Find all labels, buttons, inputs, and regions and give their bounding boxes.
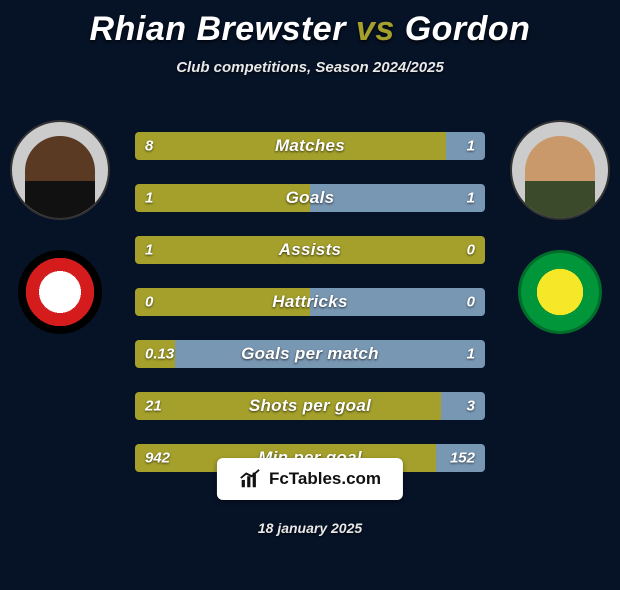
stats-bars: 8 1 Matches 1 1 Goals 1 0 Assists 0 0 Hattricks 0.13… [135, 132, 485, 472]
player2-silhouette [525, 136, 595, 218]
comparison-title: Rhian Brewster vs Gordon [0, 10, 620, 49]
stat-bar-right [446, 132, 485, 160]
footer-date: 18 january 2025 [258, 520, 362, 536]
stat-value-left: 1 [145, 190, 153, 207]
stat-row: 1 1 Goals [135, 184, 485, 212]
player1-crest [18, 250, 102, 334]
player1-silhouette [25, 136, 95, 218]
stat-value-right: 1 [467, 138, 475, 155]
chart-icon [239, 468, 261, 490]
title-player1: Rhian Brewster [90, 10, 346, 48]
stat-value-left: 8 [145, 138, 153, 155]
stat-value-right: 1 [467, 346, 475, 363]
footer-brand-text: FcTables.com [269, 469, 381, 489]
main-columns: 8 1 Matches 1 1 Goals 1 0 Assists 0 0 Hattricks 0.13… [0, 120, 620, 472]
stat-label: Goals [286, 188, 335, 208]
stat-value-right: 0 [467, 294, 475, 311]
stat-label: Goals per match [241, 344, 379, 364]
footer-brand-badge: FcTables.com [217, 458, 403, 500]
left-column [10, 120, 110, 334]
stat-label: Matches [275, 136, 345, 156]
stat-value-left: 1 [145, 242, 153, 259]
stat-row: 21 3 Shots per goal [135, 392, 485, 420]
stat-bar-right [310, 184, 485, 212]
stat-label: Shots per goal [249, 396, 371, 416]
stat-value-right: 0 [467, 242, 475, 259]
stat-value-right: 3 [467, 398, 475, 415]
right-column [510, 120, 610, 334]
stat-value-left: 942 [145, 450, 170, 467]
stat-value-left: 21 [145, 398, 162, 415]
player2-crest [518, 250, 602, 334]
stat-bar-left [135, 184, 310, 212]
stat-value-left: 0.13 [145, 346, 174, 363]
stat-row: 8 1 Matches [135, 132, 485, 160]
player1-avatar [10, 120, 110, 220]
stat-label: Hattricks [272, 292, 347, 312]
stat-value-right: 152 [450, 450, 475, 467]
stat-label: Assists [279, 240, 342, 260]
title-vs: vs [356, 10, 395, 48]
player2-avatar [510, 120, 610, 220]
stat-row: 1 0 Assists [135, 236, 485, 264]
stat-row: 0 0 Hattricks [135, 288, 485, 316]
stat-bar-right [441, 392, 485, 420]
stat-row: 0.13 1 Goals per match [135, 340, 485, 368]
stat-value-right: 1 [467, 190, 475, 207]
title-player2: Gordon [405, 10, 531, 48]
subtitle: Club competitions, Season 2024/2025 [0, 59, 620, 76]
stat-value-left: 0 [145, 294, 153, 311]
